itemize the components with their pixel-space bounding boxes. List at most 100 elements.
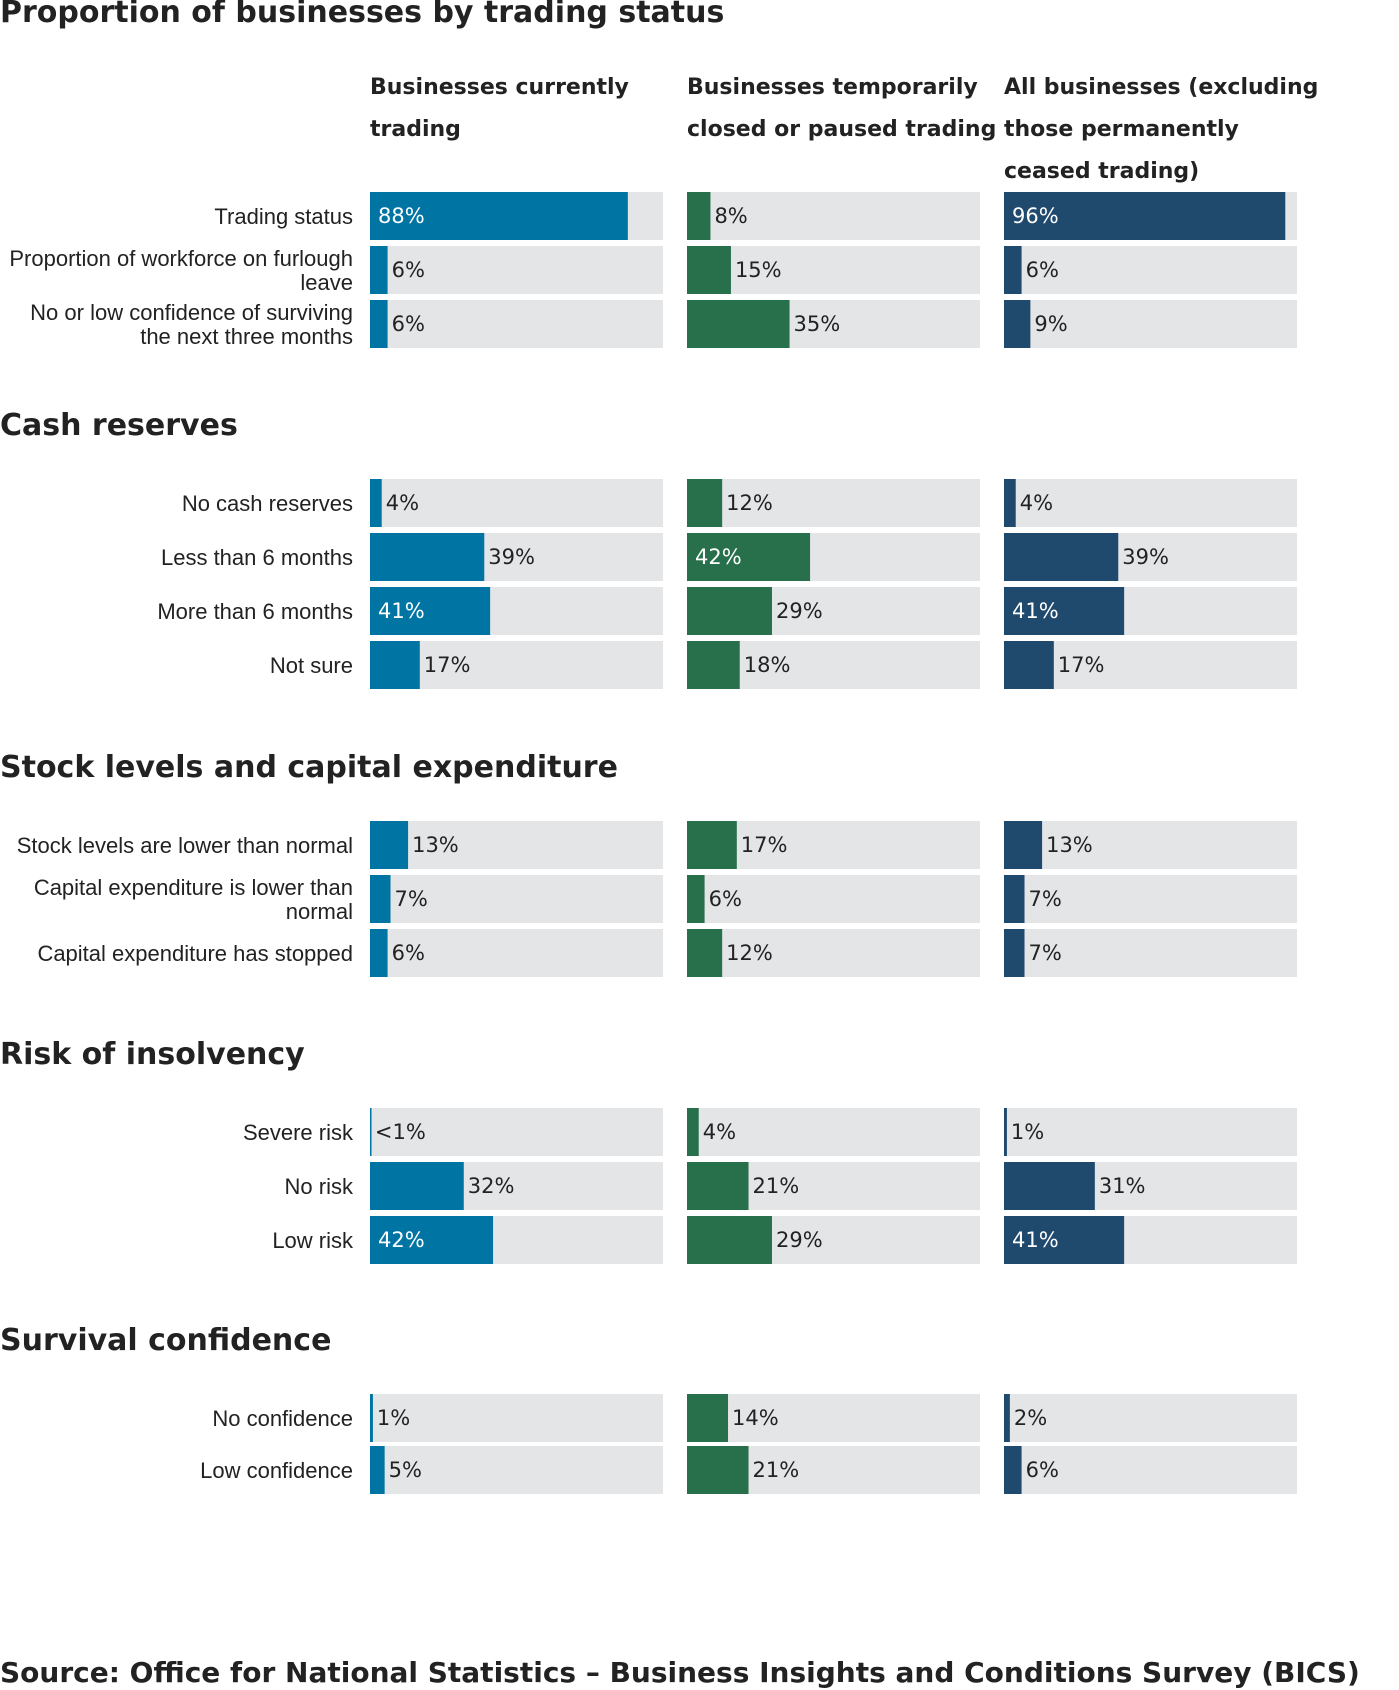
data-label: 6%	[392, 941, 425, 965]
bar	[370, 641, 420, 689]
data-label: 29%	[776, 1228, 823, 1252]
bar-track	[1004, 1394, 1297, 1442]
bar	[687, 587, 772, 635]
data-label: 29%	[776, 599, 823, 623]
bar-track	[370, 246, 663, 294]
data-label: 9%	[1034, 312, 1067, 336]
bar	[687, 1108, 699, 1156]
row-label: Proportion of workforce on furlough leave	[9, 246, 353, 295]
section-title: Survival confidence	[0, 1323, 331, 1358]
bar	[687, 641, 740, 689]
row-label: No or low confidence of surviving the nex…	[30, 300, 353, 349]
data-label: 1%	[1011, 1120, 1044, 1144]
bar-track	[1004, 929, 1297, 977]
bar	[370, 929, 388, 977]
bar-track	[370, 479, 663, 527]
bar-track	[1004, 1446, 1297, 1494]
data-label: 6%	[392, 258, 425, 282]
row-label: No risk	[285, 1174, 354, 1199]
bar-track	[1004, 246, 1297, 294]
data-label: 5%	[389, 1458, 422, 1482]
bar	[1004, 587, 1125, 635]
bar-track	[370, 929, 663, 977]
data-label: 6%	[392, 312, 425, 336]
data-label: 13%	[1046, 833, 1093, 857]
bar	[687, 929, 723, 977]
row-label: Capital expenditure is lower than normal	[34, 875, 353, 924]
bar-track	[370, 1108, 663, 1156]
bar	[687, 192, 711, 240]
bar	[1004, 533, 1119, 581]
chart-section: Stock levels and capital expenditure Stoc…	[0, 750, 1297, 977]
bar-track	[687, 1108, 980, 1156]
data-label: 1%	[377, 1406, 410, 1430]
bar	[370, 1108, 372, 1156]
section-title: Risk of insolvency	[0, 1037, 305, 1072]
bar-track	[1004, 875, 1297, 923]
row-label: Capital expenditure has stopped	[37, 941, 353, 966]
data-label: 13%	[412, 833, 459, 857]
data-label: 7%	[395, 887, 428, 911]
column-header-line: closed or paused trading	[687, 117, 996, 142]
data-label: 96%	[1012, 204, 1059, 228]
bar	[1004, 246, 1022, 294]
chart-section: Trading status 88% 8% 96% Proportion of work…	[9, 192, 1297, 349]
bar-track	[370, 300, 663, 348]
chart-section: Cash reserves No cash reserves 4% 12% 4% Less…	[0, 408, 1297, 689]
bar	[370, 479, 382, 527]
column-headers: Businesses currently trading Businesses te…	[370, 75, 1318, 184]
column-header-line: Businesses temporarily	[687, 75, 978, 100]
data-label: 35%	[794, 312, 841, 336]
data-label: 14%	[732, 1406, 779, 1430]
bar	[687, 479, 723, 527]
bar	[1004, 1162, 1095, 1210]
data-label: 7%	[1029, 887, 1062, 911]
bar	[370, 821, 409, 869]
column-header-line: trading	[370, 117, 461, 142]
row-label: No cash reserves	[182, 491, 353, 516]
data-label: 4%	[1020, 491, 1053, 515]
data-label: 4%	[703, 1120, 736, 1144]
bar	[687, 1216, 772, 1264]
bar	[1004, 821, 1043, 869]
bar	[370, 587, 491, 635]
bar-track	[687, 929, 980, 977]
row-label: Low confidence	[200, 1458, 353, 1483]
source-note: Source: Office for National Statistics –…	[0, 1656, 1360, 1689]
bar	[687, 533, 811, 581]
data-label: 2%	[1014, 1406, 1047, 1430]
bar	[370, 1162, 464, 1210]
bar-track	[687, 479, 980, 527]
bar	[687, 875, 705, 923]
bar-track	[1004, 821, 1297, 869]
row-label: Trading status	[214, 204, 353, 229]
data-label: 4%	[386, 491, 419, 515]
column-header-line: those permanently	[1004, 117, 1239, 142]
bar	[1004, 300, 1031, 348]
bar	[687, 246, 731, 294]
data-label: 21%	[753, 1174, 800, 1198]
bar	[1004, 929, 1025, 977]
data-label: 15%	[735, 258, 782, 282]
bar	[1004, 479, 1016, 527]
data-label: 8%	[714, 204, 747, 228]
row-label: Low risk	[272, 1228, 354, 1253]
bar	[370, 533, 485, 581]
bar	[1004, 1394, 1010, 1442]
row-label: Less than 6 months	[161, 545, 353, 570]
bar	[1004, 192, 1286, 240]
bar-track	[370, 821, 663, 869]
data-label: 32%	[468, 1174, 515, 1198]
data-label: 17%	[1058, 653, 1105, 677]
section-title: Stock levels and capital expenditure	[0, 750, 618, 785]
column-header-line: All businesses (excluding	[1004, 75, 1318, 100]
section-title: Cash reserves	[0, 408, 238, 443]
bar-track	[1004, 1108, 1297, 1156]
bar	[370, 1446, 385, 1494]
data-label: 39%	[488, 545, 535, 569]
row-label: Stock levels are lower than normal	[17, 833, 353, 858]
bar-track	[1004, 479, 1297, 527]
data-label: 18%	[744, 653, 791, 677]
data-label: 6%	[1026, 258, 1059, 282]
